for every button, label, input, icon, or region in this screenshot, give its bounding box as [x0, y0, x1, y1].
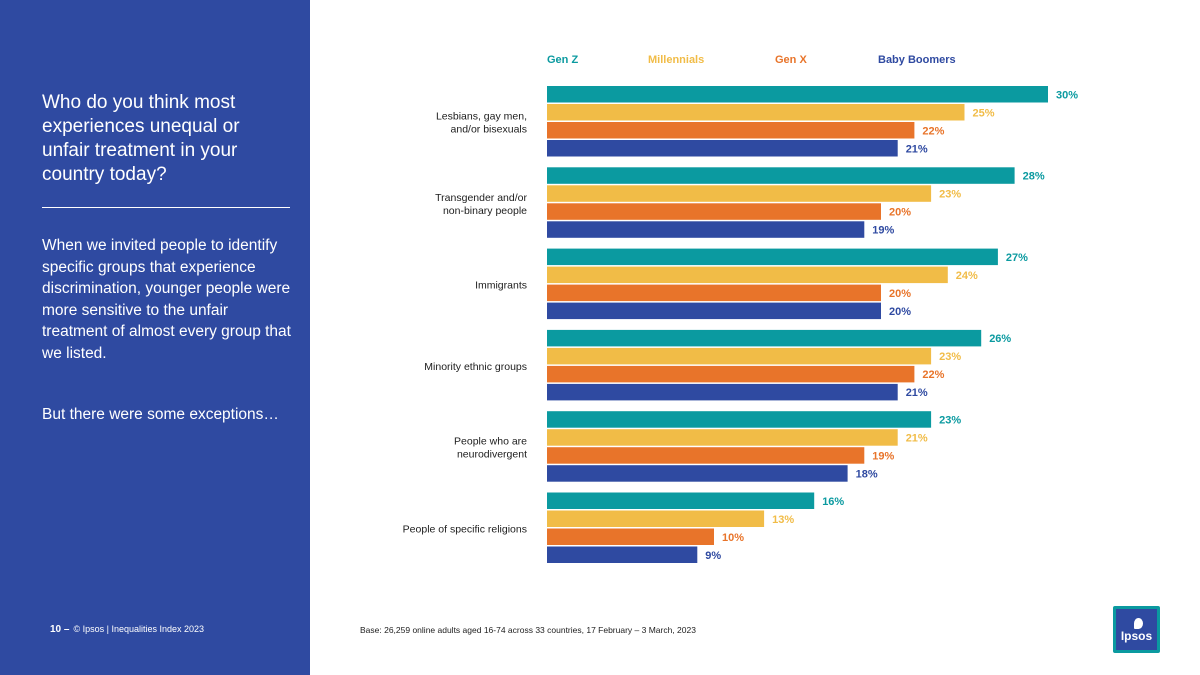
data-label: 30%: [1056, 89, 1078, 101]
data-label: 23%: [939, 351, 961, 363]
side-panel: Who do you think most experiences unequa…: [0, 0, 310, 675]
data-label: 10%: [722, 532, 744, 544]
bar-chart: Gen Z Millennials Gen X Baby Boomers Lesbian…: [403, 54, 1078, 563]
category-label: Immigrants: [475, 280, 527, 292]
bar: [547, 329, 982, 347]
page-number: 10 –: [50, 624, 70, 635]
bar: [547, 104, 965, 121]
data-label: 21%: [906, 143, 928, 155]
data-label: 20%: [889, 306, 911, 318]
bar: [547, 167, 1015, 184]
category-label: Lesbians, gay men,: [436, 111, 527, 123]
data-label: 20%: [889, 207, 911, 219]
legend-item-gen-x: Gen X: [775, 54, 807, 66]
divider: [42, 207, 290, 208]
bar: [547, 365, 915, 383]
data-label: 28%: [1023, 171, 1045, 183]
category-label: and/or bisexuals: [451, 124, 527, 136]
data-label: 20%: [889, 288, 911, 300]
data-label: 18%: [856, 468, 878, 480]
data-label: 19%: [872, 450, 894, 462]
footer-left: 10 – © Ipsos | Inequalities Index 2023: [50, 624, 204, 635]
bar: [547, 528, 714, 545]
data-label: 25%: [973, 107, 995, 119]
ipsos-logo-text: Ipsos: [1120, 629, 1153, 643]
ipsos-logo-mark-icon: [1134, 618, 1143, 629]
bar: [547, 546, 698, 563]
data-label: 19%: [872, 225, 894, 237]
bar: [547, 447, 865, 464]
bar: [547, 221, 865, 238]
bar: [547, 86, 1048, 103]
legend-item-baby-boomers: Baby Boomers: [878, 54, 956, 66]
data-label: 22%: [922, 125, 944, 137]
data-label: 27%: [1006, 252, 1028, 264]
bar: [547, 284, 881, 302]
category-label: neurodivergent: [457, 449, 527, 461]
bar: [547, 122, 915, 139]
footer-base-note: Base: 26,259 online adults aged 16-74 ac…: [360, 625, 696, 635]
bar: [547, 185, 932, 202]
body-text-2: But there were some exceptions…: [42, 406, 279, 423]
category-label: People who are: [454, 436, 527, 448]
body-text-1: When we invited people to identify speci…: [42, 237, 291, 362]
bar: [547, 429, 898, 446]
bar: [547, 248, 998, 266]
data-label: 23%: [939, 414, 961, 426]
data-label: 9%: [705, 550, 721, 562]
legend-item-millennials: Millennials: [648, 54, 704, 66]
category-label: People of specific religions: [403, 524, 527, 536]
bar: [547, 302, 881, 320]
legend-item-gen-z: Gen Z: [547, 54, 578, 66]
data-label: 22%: [922, 369, 944, 381]
question-heading: Who do you think most experiences unequa…: [42, 92, 240, 185]
bar: [547, 492, 815, 509]
data-label: 16%: [822, 496, 844, 508]
bar: [547, 140, 898, 157]
bar: [547, 510, 765, 527]
ipsos-logo: Ipsos: [1113, 606, 1160, 653]
bar: [547, 203, 881, 220]
bar: [547, 465, 848, 482]
data-label: 21%: [906, 387, 928, 399]
data-label: 13%: [772, 514, 794, 526]
data-label: 26%: [989, 333, 1011, 345]
bar: [547, 411, 932, 428]
data-label: 24%: [956, 270, 978, 282]
data-label: 21%: [906, 432, 928, 444]
bar: [547, 266, 948, 284]
footer-copyright: © Ipsos | Inequalities Index 2023: [73, 624, 205, 634]
category-label: Minority ethnic groups: [424, 361, 527, 373]
bar: [547, 383, 898, 401]
data-label: 23%: [939, 189, 961, 201]
category-label: non-binary people: [443, 205, 527, 217]
category-label: Transgender and/or: [435, 192, 527, 204]
bar: [547, 347, 932, 365]
